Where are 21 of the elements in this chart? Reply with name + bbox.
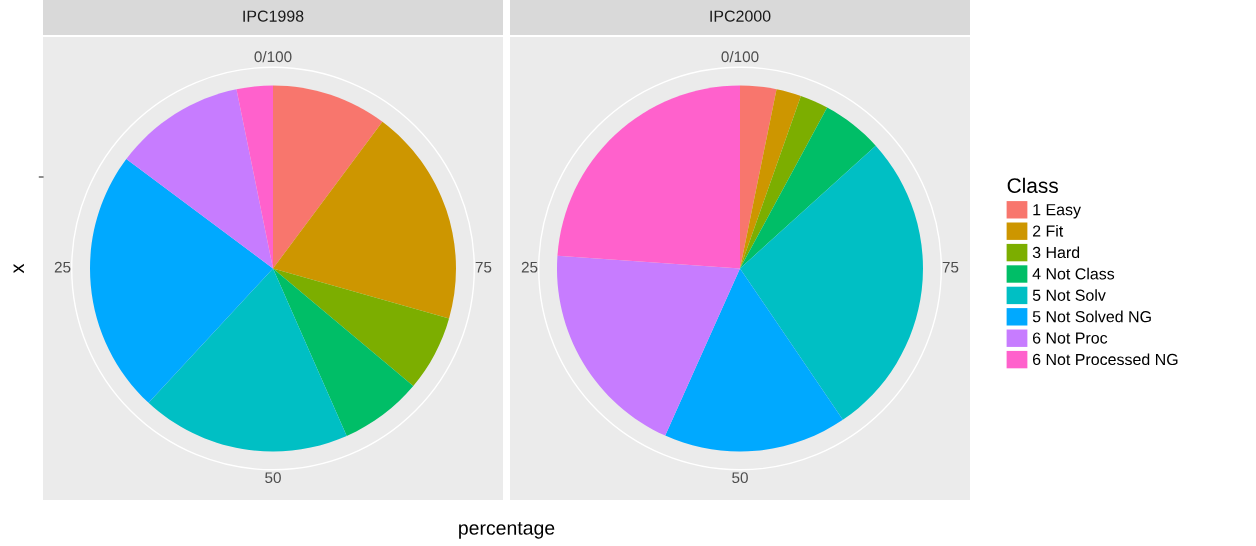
- text: 50: [732, 472, 748, 484]
- text: x: [13, 263, 24, 274]
- text: 75: [475, 261, 492, 273]
- legend-label: 5 Not Solved NG: [1032, 310, 1151, 323]
- text: 25: [521, 261, 538, 273]
- legend-label: 1 Easy: [1033, 204, 1081, 219]
- chart-title: IPC2000: [710, 10, 771, 22]
- chart-title: IPC1998: [243, 10, 304, 22]
- text: percentage: [459, 522, 555, 539]
- legend-label: 2 Fit: [1032, 224, 1064, 237]
- text: 0/100: [254, 50, 292, 63]
- text: 50: [265, 472, 281, 484]
- legend-label: 3 Hard: [1032, 246, 1080, 259]
- legend-label: 5 Not Solv: [1032, 289, 1106, 301]
- text: 25: [54, 261, 71, 273]
- legend-label: 6 Not Processed NG: [1032, 353, 1178, 366]
- legend-label: 6 Not Proc: [1032, 332, 1108, 344]
- text: 75: [942, 261, 959, 273]
- legend-title: Class: [1007, 177, 1058, 193]
- text: 0/100: [721, 50, 759, 63]
- legend-label: 4 Not Class: [1032, 267, 1115, 280]
